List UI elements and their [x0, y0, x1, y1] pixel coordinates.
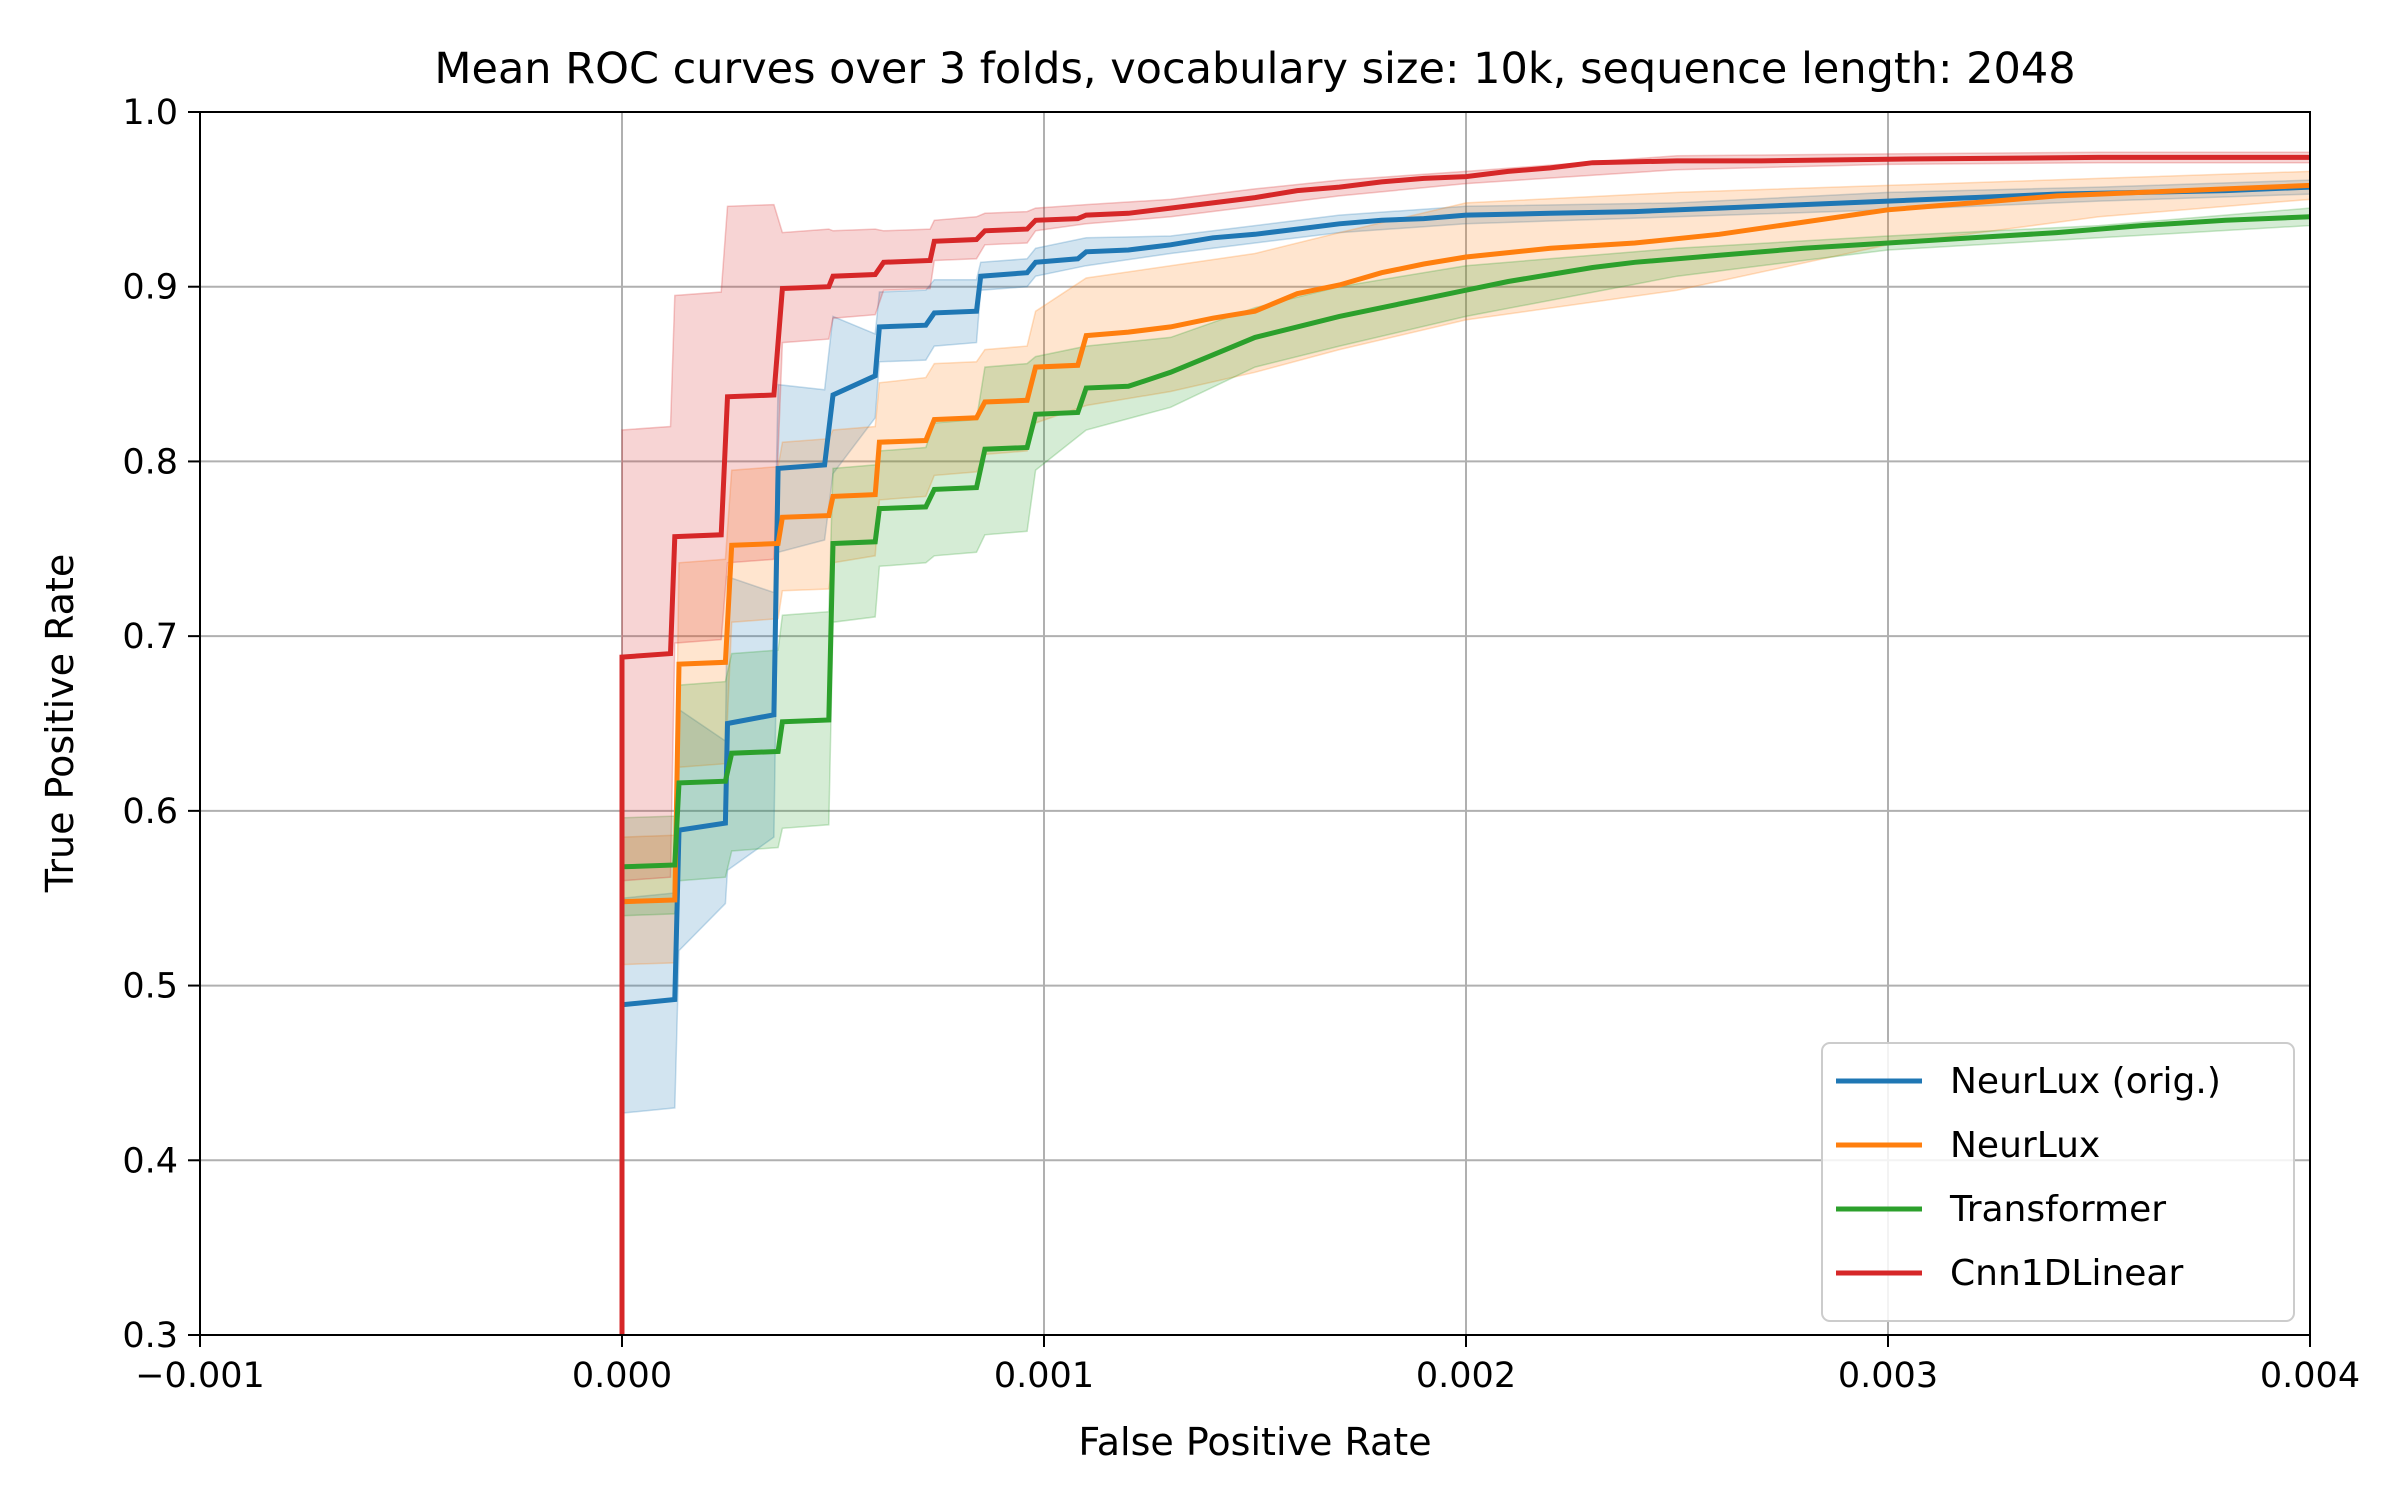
legend-item-transformer: Transformer [1836, 1189, 2166, 1230]
y-tick-label-5: 0.8 [122, 442, 178, 482]
y-tick-label-3: 0.6 [122, 792, 178, 832]
legend-item-neurlux: NeurLux [1836, 1125, 2100, 1166]
y-tick-label-2: 0.5 [122, 967, 178, 1007]
x-tick-label-2: 0.001 [994, 1356, 1094, 1396]
legend-label-cnn1dlinear: Cnn1DLinear [1950, 1253, 2183, 1294]
legend-item-cnn1dlinear: Cnn1DLinear [1836, 1253, 2183, 1294]
ticks: −0.001 0.000 0.001 0.002 0.003 0.004 0.3 0.4 0.5… [122, 93, 2360, 1396]
y-tick-label-7: 1.0 [122, 93, 178, 133]
legend-label-neurlux: NeurLux [1950, 1125, 2100, 1166]
x-tick-label-5: 0.004 [2260, 1356, 2360, 1396]
line-neurlux [619, 182, 2311, 1335]
line-neurlux-orig [619, 184, 2311, 1335]
legend-label-neurlux-orig: NeurLux (orig.) [1950, 1061, 2221, 1102]
chart-title: Mean ROC curves over 3 folds, vocabulary… [434, 44, 2075, 94]
y-tick-label-1: 0.4 [122, 1141, 178, 1181]
line-transformer [619, 214, 2311, 1335]
x-axis-label: False Positive Rate [1078, 1420, 1431, 1464]
x-tick-label-0: −0.001 [135, 1356, 265, 1396]
axes-frame [199, 111, 2311, 1336]
y-tick-label-6: 0.9 [122, 268, 178, 308]
x-tick-label-1: 0.000 [572, 1356, 672, 1396]
x-tick-label-3: 0.002 [1416, 1356, 1516, 1396]
y-tick-label-4: 0.7 [122, 617, 178, 657]
x-tick-label-4: 0.003 [1838, 1356, 1938, 1396]
legend-item-neurlux-orig: NeurLux (orig.) [1836, 1061, 2221, 1102]
legend-label-transformer: Transformer [1949, 1189, 2166, 1230]
y-axis-label: True Positive Rate [38, 554, 82, 894]
legend-box [1821, 1042, 2295, 1322]
legend: NeurLux (orig.) NeurLux Transformer Cnn1DLi… [1821, 1042, 2295, 1322]
series-lines [619, 154, 2311, 1335]
line-cnn1dlinear [619, 154, 2310, 1335]
y-tick-label-0: 0.3 [122, 1316, 178, 1356]
